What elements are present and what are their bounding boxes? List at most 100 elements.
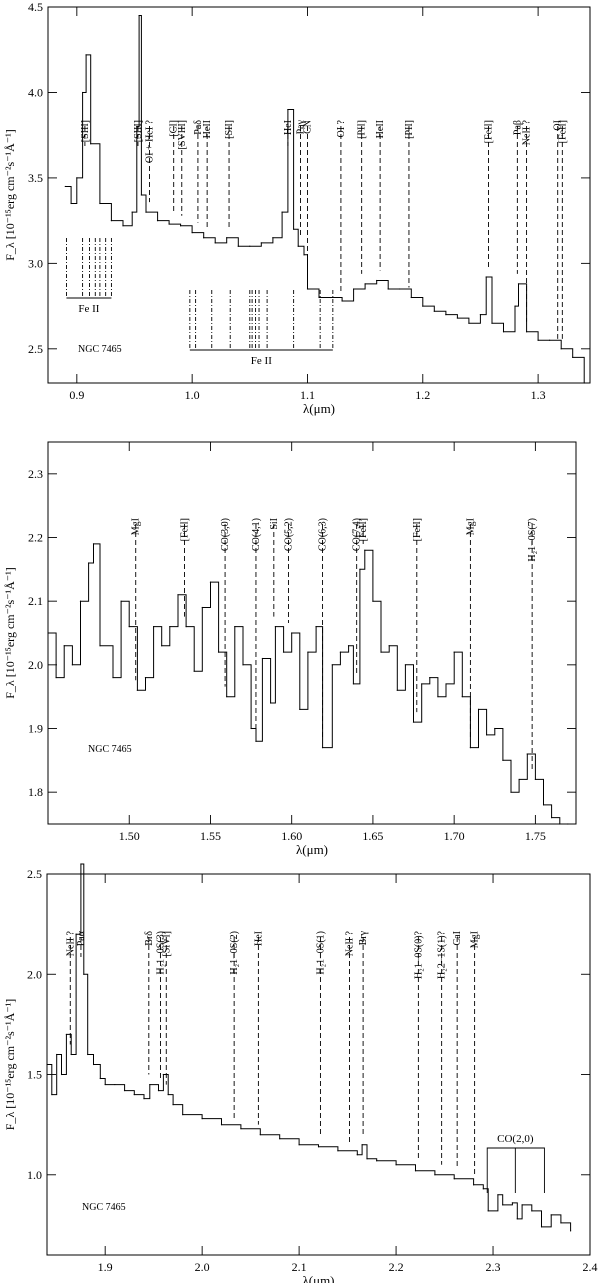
data-point: [380, 651, 382, 653]
band-label: CO(2,0): [497, 1133, 534, 1145]
data-point: [510, 791, 512, 793]
y-axis-label: F_λ [10⁻¹⁵erg cm⁻²s⁻¹Å⁻¹]: [3, 999, 17, 1131]
data-point: [279, 1138, 281, 1140]
data-point: [226, 696, 228, 698]
data-point: [433, 310, 435, 312]
data-point: [414, 1170, 417, 1172]
x-tick-label: 2.1: [292, 1260, 307, 1274]
data-point: [201, 1118, 203, 1120]
x-tick-label: 1.2: [415, 388, 430, 402]
data-point: [341, 300, 343, 302]
data-point: [329, 296, 332, 299]
group-label: Fe II: [78, 303, 99, 315]
data-point: [361, 1144, 363, 1146]
data-point: [376, 1160, 378, 1162]
data-point: [372, 600, 374, 602]
data-point: [56, 1053, 58, 1056]
data-point: [55, 676, 57, 679]
data-point: [63, 645, 65, 647]
data-point: [149, 1083, 151, 1086]
data-point: [217, 651, 220, 653]
y-tick-label: 2.5: [28, 342, 43, 356]
data-point: [456, 317, 458, 319]
data-point: [177, 594, 179, 596]
data-point: [79, 600, 82, 602]
line-label: SiI: [269, 518, 280, 530]
y-axis-label: F_λ [10⁻¹⁵erg cm⁻²s⁻¹Å⁻¹]: [3, 129, 17, 261]
data-point: [274, 626, 277, 628]
data-point: [387, 288, 389, 290]
data-point: [570, 1230, 572, 1232]
y-tick-label: 1.9: [28, 722, 43, 736]
x-tick-label: 2.3: [486, 1260, 501, 1274]
data-point: [352, 683, 355, 685]
data-point: [92, 543, 95, 545]
data-point: [172, 1104, 174, 1106]
data-point: [422, 305, 424, 307]
y-tick-label: 2.2: [28, 531, 43, 545]
data-point: [185, 626, 187, 628]
data-point: [445, 314, 447, 316]
line-label: H₂1−0S(7): [527, 518, 538, 562]
data-point: [352, 288, 355, 290]
data-point: [502, 331, 505, 333]
data-point: [540, 1226, 543, 1228]
data-point: [287, 108, 289, 111]
data-point: [104, 1083, 106, 1086]
data-point: [318, 296, 320, 299]
data-point: [272, 237, 274, 239]
data-point: [75, 933, 77, 935]
y-tick-label: 1.8: [28, 785, 43, 799]
line-label: [FeII]: [557, 120, 568, 143]
data-point: [469, 747, 471, 749]
data-point: [145, 211, 147, 213]
data-point: [395, 1164, 397, 1166]
data-point: [567, 823, 569, 825]
line-label: H₂1−0S(2): [229, 931, 240, 975]
data-point: [269, 702, 272, 704]
line-label: [SII]: [224, 120, 235, 139]
spectrum-line: [47, 863, 572, 1231]
data-point: [299, 708, 301, 711]
panel-3: 1.9 2.0 2.1 2.2 2.3 2.4 1.0 1.5 2.0 2.5 λ(μm) F_λ […: [3, 863, 598, 1283]
data-point: [511, 1202, 514, 1204]
data-point: [485, 276, 487, 278]
data-point: [261, 657, 264, 660]
data-point: [128, 626, 130, 628]
data-point: [64, 185, 66, 188]
data-point: [494, 727, 496, 730]
x-tick-label: 1.70: [444, 829, 465, 843]
y-tick-label: 2.5: [27, 867, 42, 881]
line-label: CN: [302, 120, 313, 134]
line-label: HeII: [375, 120, 386, 138]
data-point: [70, 1053, 72, 1056]
line-label: OI + HeI ?: [144, 119, 155, 163]
data-point: [293, 228, 295, 230]
line-label: NeII ?: [522, 119, 533, 145]
line-label: Paδ: [193, 120, 204, 135]
data-point: [376, 279, 378, 282]
data-point: [518, 778, 520, 781]
data-point: [136, 126, 138, 128]
data-point: [429, 676, 431, 679]
data-point: [482, 1188, 484, 1190]
data-point: [46, 1063, 48, 1066]
data-point: [123, 1089, 126, 1092]
data-point: [51, 1093, 53, 1096]
data-point: [234, 626, 236, 628]
data-point: [502, 1204, 504, 1206]
line-label: Paα: [76, 930, 87, 946]
line-label: CO(7,4): [352, 518, 363, 551]
data-point: [399, 288, 401, 290]
x-tick-label: 1.55: [200, 829, 221, 843]
data-point: [76, 177, 78, 179]
data-point: [143, 1097, 145, 1100]
data-point: [85, 54, 87, 56]
data-point: [214, 242, 216, 244]
data-point: [226, 237, 228, 239]
line-label: OI: [553, 120, 564, 131]
line-label: [FeII]: [358, 518, 369, 541]
x-tick-label: 1.75: [525, 829, 546, 843]
data-point: [339, 651, 342, 653]
